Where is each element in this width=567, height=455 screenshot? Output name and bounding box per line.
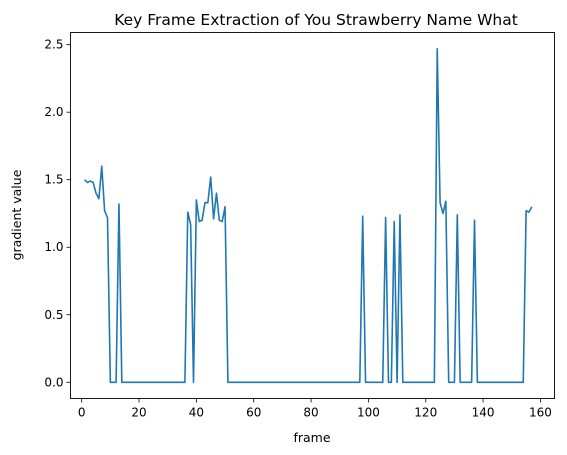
x-tick-label: 120 xyxy=(414,406,437,420)
series-line xyxy=(84,47,533,384)
x-tick-label: 0 xyxy=(78,406,86,420)
y-tick-label: 2.5 xyxy=(44,38,63,52)
x-axis-label: frame xyxy=(293,430,330,445)
y-tick-label: 2.0 xyxy=(44,105,63,119)
chart-title: Key Frame Extraction of You Strawberry N… xyxy=(114,11,518,29)
x-tick-label: 40 xyxy=(189,406,204,420)
x-tick-label: 160 xyxy=(529,406,552,420)
x-tick-label: 100 xyxy=(357,406,380,420)
y-tick-label: 0.5 xyxy=(44,308,63,322)
x-tick-label: 20 xyxy=(131,406,146,420)
y-axis-label: gradient value xyxy=(9,169,24,260)
plot-frame xyxy=(70,32,555,399)
x-tick-label: 140 xyxy=(472,406,495,420)
y-tick-label: 1.0 xyxy=(44,240,63,254)
y-tick-label: 0.0 xyxy=(44,375,63,389)
y-tick-label: 1.5 xyxy=(44,173,63,187)
y-axis: 0.0 0.5 1.0 1.5 2.0 2.5 xyxy=(44,38,71,389)
x-tick-label: 60 xyxy=(246,406,261,420)
x-axis: 0 20 40 60 80 100 120 140 160 xyxy=(78,398,552,420)
x-tick-label: 80 xyxy=(303,406,318,420)
